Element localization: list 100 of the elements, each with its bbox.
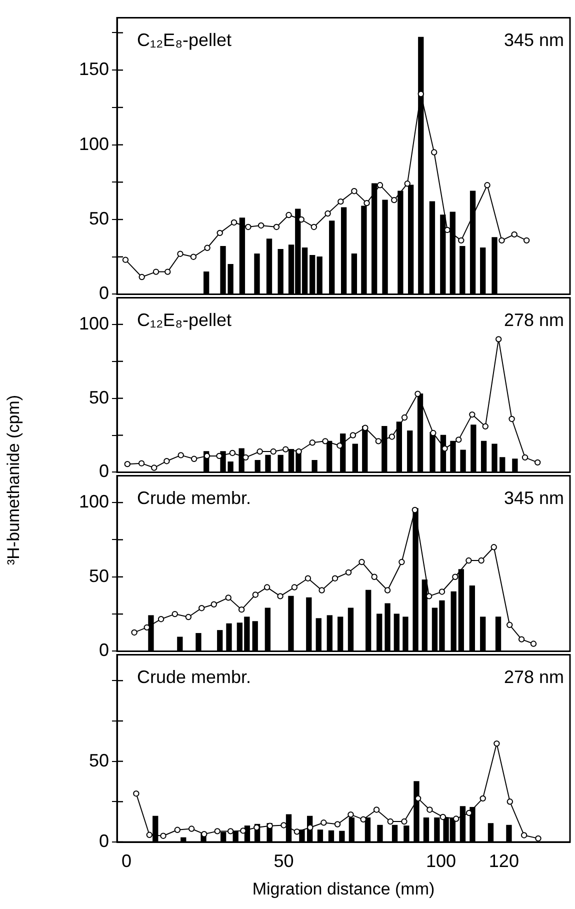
point [334, 821, 341, 828]
annotation: Crude membr. [137, 488, 252, 508]
x-tick-label: 120 [488, 850, 519, 871]
point [204, 452, 210, 460]
point [480, 795, 486, 802]
point [414, 390, 421, 397]
point [466, 810, 472, 816]
y-axis-title: ³H-bumethanide (cpm) [4, 394, 24, 566]
point [498, 237, 505, 244]
point [204, 244, 210, 251]
point [152, 268, 160, 275]
point [469, 411, 476, 418]
x-axis-title: Migration distance (mm) [252, 879, 435, 898]
point [122, 256, 129, 263]
annotation: 345 nm [504, 30, 564, 50]
point [375, 438, 382, 444]
point [482, 423, 488, 430]
point [440, 814, 446, 820]
point [523, 237, 530, 244]
point [254, 824, 260, 831]
point [371, 574, 378, 580]
point [506, 622, 513, 628]
point [350, 432, 356, 438]
point [216, 230, 223, 236]
point [430, 430, 436, 436]
y-tick-label: 100 [78, 492, 109, 512]
x-tick-label: 0 [121, 850, 132, 871]
y-tick-label: 50 [88, 208, 109, 228]
point [138, 274, 145, 280]
point [164, 458, 170, 464]
point [225, 594, 232, 601]
point [124, 460, 130, 468]
annotation: 345 nm [504, 488, 564, 508]
point [190, 254, 197, 260]
y-tick-label: 0 [98, 283, 109, 304]
point [160, 832, 166, 839]
point [520, 832, 528, 838]
point [277, 593, 284, 600]
point [345, 569, 352, 576]
point [506, 798, 514, 805]
point [438, 588, 446, 595]
point [458, 237, 464, 244]
point [522, 454, 528, 461]
point [304, 575, 312, 582]
point [264, 584, 270, 590]
point [296, 448, 302, 455]
point [398, 558, 405, 566]
point [131, 629, 138, 636]
x-tick-label: 50 [274, 850, 294, 871]
point [351, 188, 358, 194]
point [320, 820, 327, 826]
point [387, 818, 394, 825]
annotation: 278 nm [504, 666, 564, 687]
point [178, 452, 184, 458]
point [185, 614, 192, 620]
point [172, 610, 178, 618]
point [511, 231, 518, 238]
point [201, 830, 208, 838]
y-tick-label: 100 [78, 313, 109, 334]
y-tick-label: 50 [88, 566, 109, 586]
point [258, 222, 264, 229]
point [164, 268, 171, 275]
point [245, 224, 252, 230]
point [404, 180, 410, 187]
point [230, 219, 238, 226]
point [291, 584, 298, 590]
point [412, 506, 418, 514]
point [452, 574, 458, 580]
point [252, 592, 259, 598]
annotation: C₁₂E₈-pellet [137, 30, 232, 50]
point [535, 835, 542, 842]
point [348, 811, 354, 818]
point [133, 790, 140, 797]
point [282, 446, 289, 452]
point [158, 616, 164, 622]
point [214, 828, 220, 834]
point [332, 575, 338, 582]
point [376, 182, 384, 188]
point [364, 200, 370, 206]
point [310, 224, 318, 230]
y-tick-label: 0 [98, 461, 109, 482]
point [391, 196, 398, 204]
point [494, 740, 500, 747]
annotation: Crude membr. [137, 666, 252, 687]
point [294, 828, 300, 835]
point [227, 828, 234, 834]
point [338, 198, 344, 205]
point [478, 557, 484, 564]
point [270, 448, 276, 455]
point [177, 250, 184, 257]
point [456, 436, 462, 443]
point [358, 558, 365, 566]
point [190, 456, 198, 462]
point [414, 795, 422, 802]
point [495, 336, 502, 342]
annotation: C₁₂E₈-pellet [137, 310, 232, 330]
point [188, 826, 195, 832]
x-tick-label: 100 [426, 850, 456, 871]
point [373, 806, 380, 813]
point [484, 182, 490, 188]
